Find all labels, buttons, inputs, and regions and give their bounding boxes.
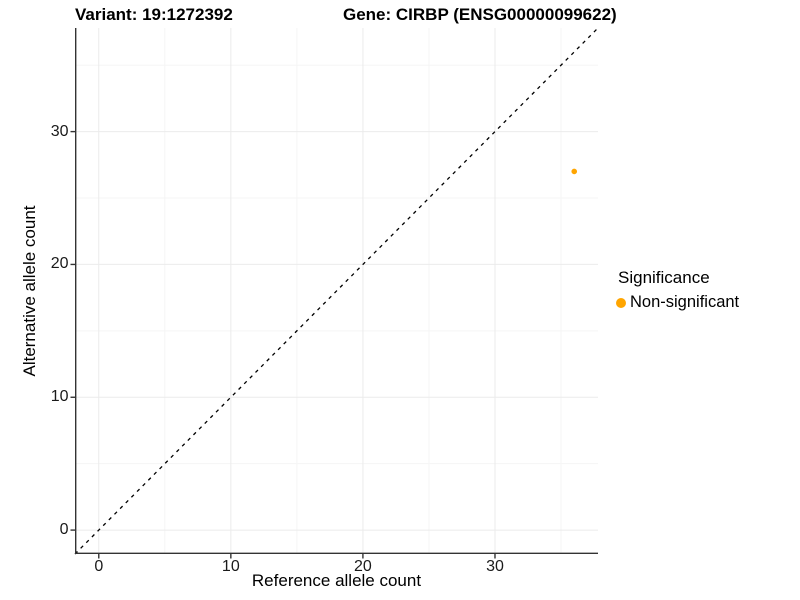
legend-item-non-significant: Non-significant xyxy=(616,293,739,312)
legend-dot-icon xyxy=(616,297,626,308)
legend: Significance Non-significant xyxy=(616,268,739,312)
x-tick-label: 10 xyxy=(221,558,240,575)
x-axis-title: Reference allele count xyxy=(251,571,422,590)
plot-title-gene: Gene: CIRBP (ENSG00000099622) xyxy=(343,5,617,24)
x-tick-label: 20 xyxy=(354,558,372,575)
x-tick-label: 30 xyxy=(486,558,504,575)
legend-item-label: Non-significant xyxy=(630,293,740,311)
x-tick-label: 0 xyxy=(94,558,104,575)
data-point xyxy=(571,168,578,175)
y-tick-label: 30 xyxy=(50,122,69,140)
plot-canvas xyxy=(70,27,599,559)
y-axis-title: Alternative allele count xyxy=(20,205,39,377)
legend-title: Significance xyxy=(618,268,710,287)
y-tick-label: 10 xyxy=(50,388,69,406)
identity-dashed-line xyxy=(74,27,599,555)
plot-panel xyxy=(70,27,599,559)
y-tick-label: 0 xyxy=(59,521,69,539)
plot-title-variant: Variant: 19:1272392 xyxy=(75,5,233,24)
y-tick-label: 20 xyxy=(50,255,69,273)
